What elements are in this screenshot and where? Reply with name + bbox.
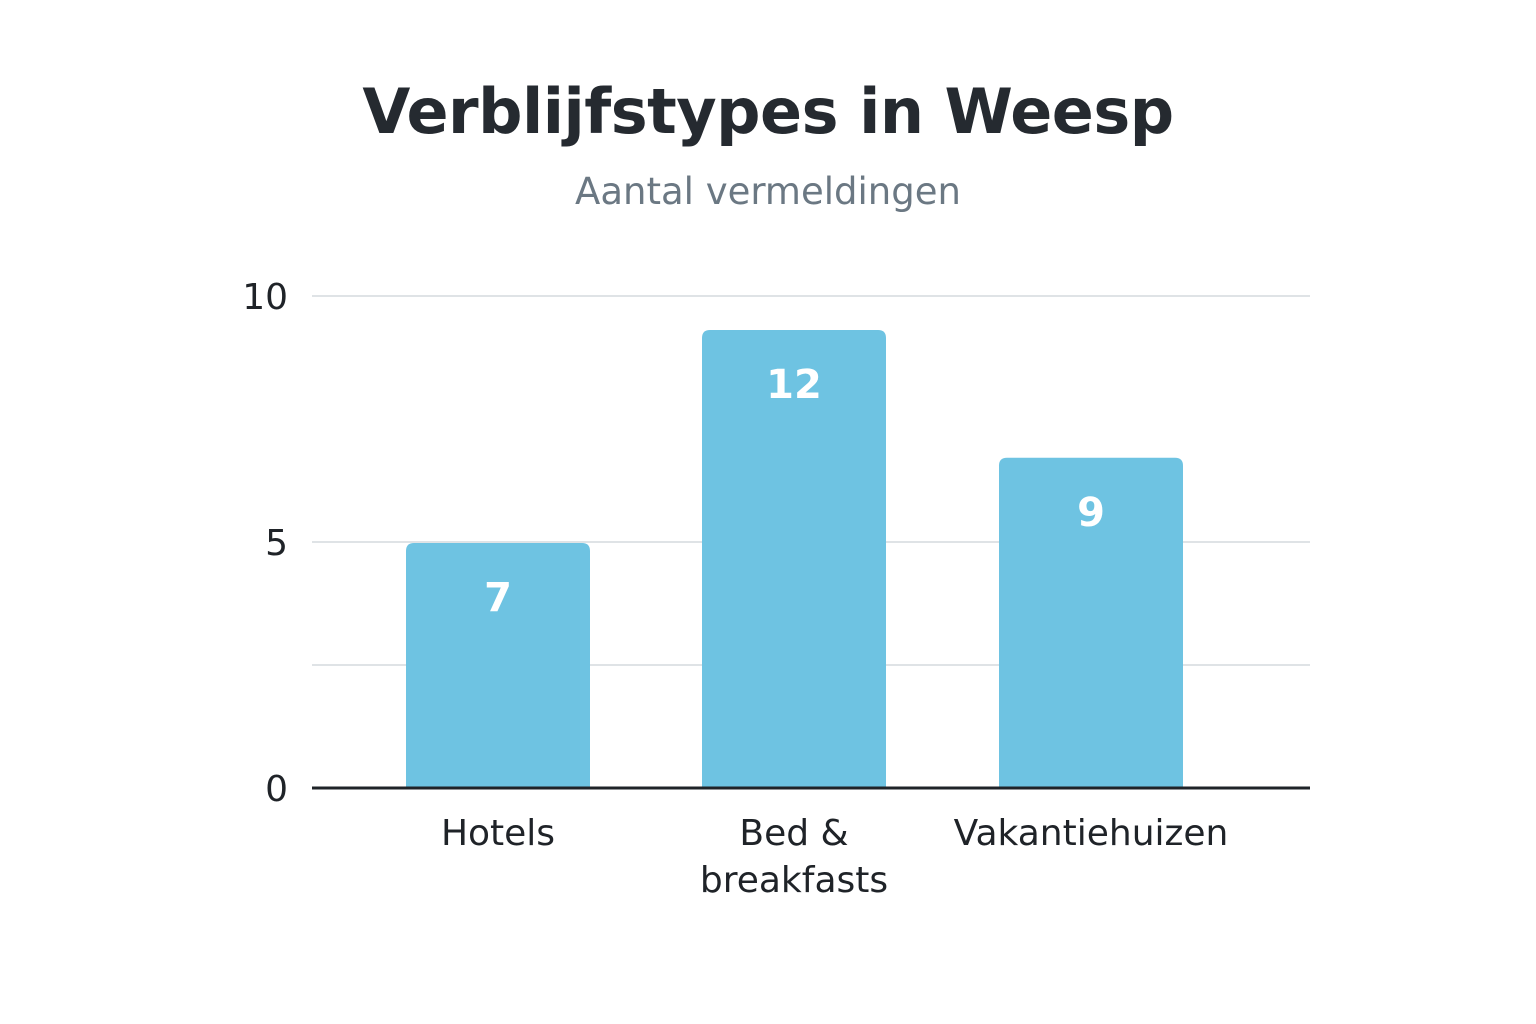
bar-value-label: 9 bbox=[1077, 490, 1105, 536]
y-tick-label: 10 bbox=[242, 277, 288, 318]
chart-title: Verblijfstypes in Weesp bbox=[362, 75, 1174, 148]
bar bbox=[702, 330, 886, 788]
y-tick-label: 5 bbox=[265, 523, 288, 564]
chart-subtitle: Aantal vermeldingen bbox=[575, 170, 961, 213]
category-label: Vakantiehuizen bbox=[954, 813, 1229, 854]
bar-value-label: 12 bbox=[766, 362, 822, 408]
category-label: Hotels bbox=[441, 813, 555, 854]
bar bbox=[999, 457, 1183, 788]
bar bbox=[406, 543, 590, 788]
bar-value-label: 7 bbox=[484, 575, 512, 621]
y-tick-label: 0 bbox=[265, 769, 288, 810]
bars: 7 12 9 bbox=[406, 330, 1183, 788]
category-label: Bed & bbox=[739, 813, 848, 854]
category-label: breakfasts bbox=[700, 860, 888, 901]
category-labels: Hotels Bed & breakfasts Vakantiehuizen bbox=[441, 813, 1228, 901]
y-axis-ticks: 0 5 10 bbox=[242, 277, 288, 810]
